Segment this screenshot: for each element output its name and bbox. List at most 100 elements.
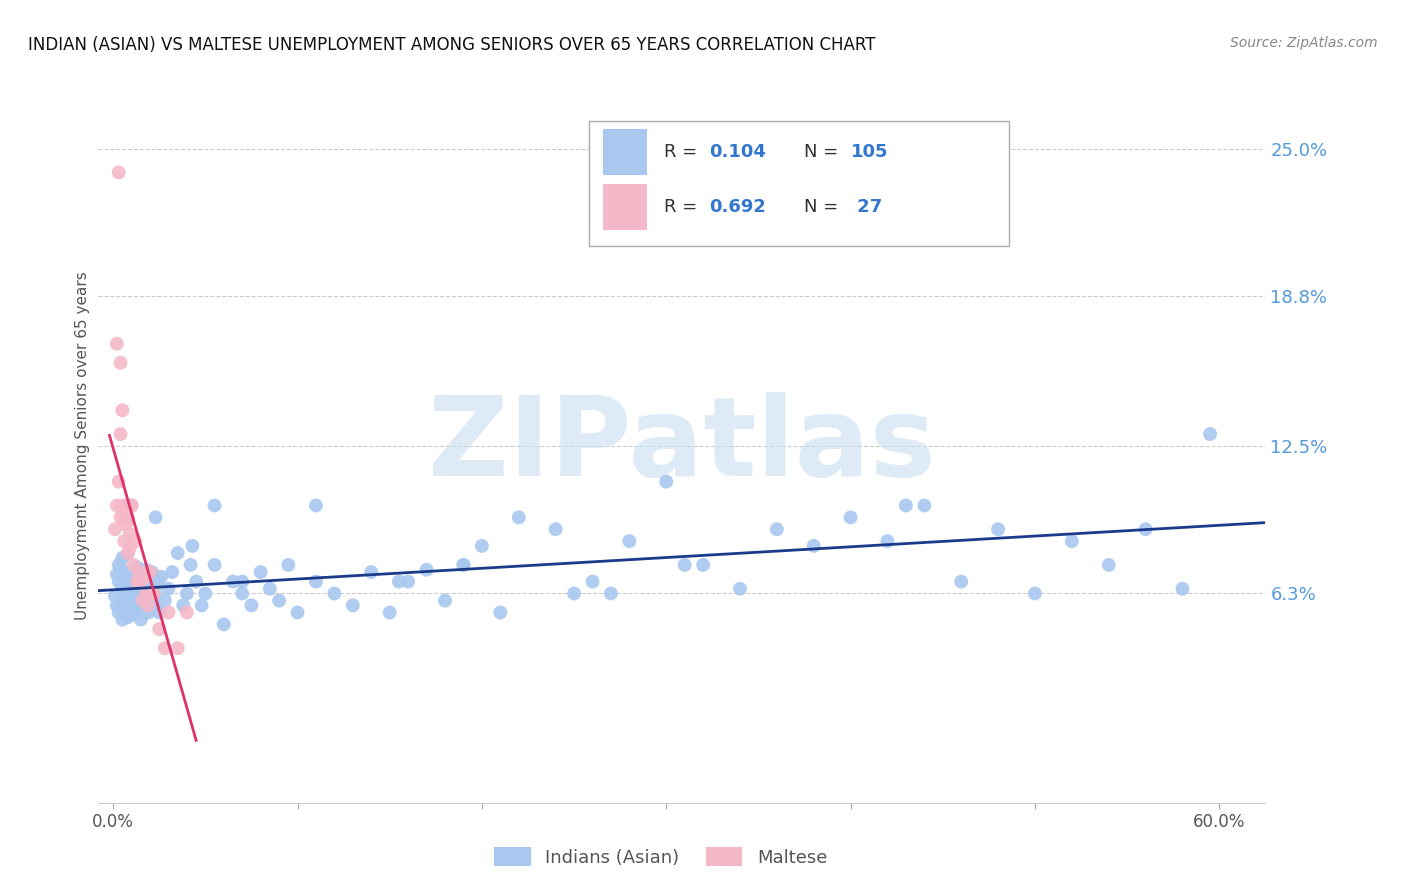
Point (127, 589, 149, 603)
Point (105, 567, 128, 582)
Point (118, 527, 141, 541)
Point (128, 565, 150, 579)
Point (135, 563, 157, 577)
Point (112, 586, 135, 600)
Point (839, 510, 862, 524)
Point (107, 165, 129, 179)
Point (153, 593, 176, 607)
Point (131, 593, 153, 607)
Point (121, 607, 143, 622)
Point (107, 558, 129, 572)
Text: 105: 105 (851, 143, 889, 161)
Point (105, 336, 128, 351)
Point (1098, 558, 1121, 572)
Point (231, 574, 253, 589)
Point (139, 565, 162, 579)
Point (107, 475, 129, 489)
Point (118, 600, 141, 615)
Point (115, 599, 138, 613)
Point (176, 606, 198, 620)
Point (129, 574, 152, 589)
Text: N =: N = (804, 143, 845, 161)
Point (124, 603, 146, 617)
Point (305, 499, 328, 513)
Point (136, 599, 159, 613)
Point (112, 565, 135, 579)
Text: R =: R = (665, 143, 703, 161)
Point (145, 510, 167, 524)
Point (142, 599, 165, 613)
Point (117, 546, 139, 560)
Point (619, 534, 641, 549)
Point (110, 510, 132, 524)
Text: 0.104: 0.104 (709, 143, 766, 161)
Point (728, 582, 751, 596)
Point (117, 510, 139, 524)
Point (111, 579, 134, 593)
Point (107, 606, 129, 620)
Point (305, 574, 328, 589)
Point (172, 599, 194, 613)
Point (323, 586, 346, 600)
Text: 27: 27 (851, 198, 883, 216)
Point (134, 593, 156, 607)
Legend: Indians (Asian), Maltese: Indians (Asian), Maltese (488, 840, 834, 874)
Point (240, 599, 263, 613)
Bar (603, 128, 647, 175)
Point (184, 574, 207, 589)
Point (129, 582, 152, 596)
Point (115, 499, 138, 513)
Text: INDIAN (ASIAN) VS MALTESE UNEMPLOYMENT AMONG SENIORS OVER 65 YEARS CORRELATION C: INDIAN (ASIAN) VS MALTESE UNEMPLOYMENT A… (28, 36, 876, 54)
Point (194, 586, 217, 600)
Point (434, 593, 457, 607)
Point (562, 586, 585, 600)
Point (118, 541, 141, 556)
Point (157, 582, 180, 596)
Point (190, 599, 212, 613)
Point (277, 558, 299, 572)
Text: 0.692: 0.692 (709, 198, 766, 216)
Point (112, 510, 135, 524)
Point (124, 574, 146, 589)
Point (124, 534, 146, 549)
Point (766, 522, 789, 536)
Point (142, 586, 165, 600)
Point (135, 586, 157, 600)
Point (118, 570, 141, 584)
Point (388, 574, 411, 589)
Text: R =: R = (665, 198, 703, 216)
Point (1060, 534, 1083, 549)
Point (131, 570, 153, 584)
Point (117, 546, 139, 560)
Point (139, 582, 162, 596)
Point (180, 558, 202, 572)
Point (692, 558, 714, 572)
Y-axis label: Unemployment Among Seniors over 65 years: Unemployment Among Seniors over 65 years (75, 272, 90, 620)
Point (204, 558, 226, 572)
Point (987, 522, 1010, 536)
Point (912, 499, 935, 513)
Point (249, 565, 271, 579)
Point (121, 577, 143, 591)
Point (110, 356, 132, 370)
Point (136, 606, 159, 620)
Point (111, 613, 134, 627)
Point (115, 572, 138, 586)
Point (105, 499, 128, 513)
Point (453, 558, 475, 572)
Point (146, 574, 169, 589)
Point (129, 613, 152, 627)
Point (181, 539, 204, 553)
Point (415, 563, 437, 577)
Point (1199, 427, 1222, 442)
Point (117, 582, 139, 596)
Point (110, 563, 132, 577)
Point (544, 522, 567, 536)
Point (150, 570, 173, 584)
Point (122, 558, 145, 572)
Point (121, 499, 143, 513)
Point (231, 586, 253, 600)
Point (950, 574, 973, 589)
Point (153, 641, 176, 656)
Point (212, 617, 235, 632)
